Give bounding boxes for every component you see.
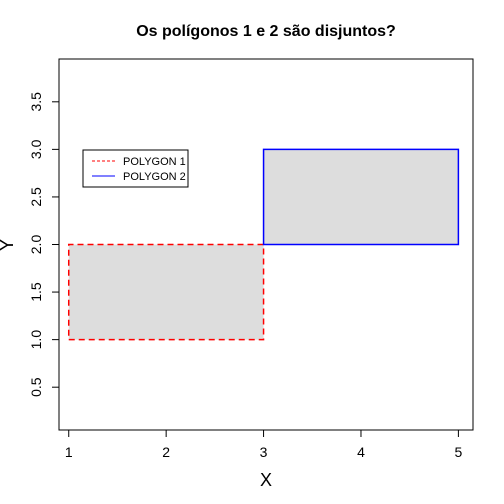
y-tick-label: 2.5 xyxy=(28,187,44,207)
x-tick-label: 4 xyxy=(357,444,365,460)
legend-label-1: POLYGON 1 xyxy=(123,156,186,168)
y-tick-label: 3.0 xyxy=(28,139,44,159)
x-tick-label: 2 xyxy=(162,444,170,460)
polygon-2 xyxy=(262,148,460,246)
polygon-1 xyxy=(67,243,265,341)
legend: POLYGON 1 POLYGON 2 xyxy=(82,149,189,188)
legend-label-2: POLYGON 2 xyxy=(123,171,186,183)
y-tick-label: 1.5 xyxy=(28,282,44,302)
polygons-layer xyxy=(67,148,460,341)
x-tick-label: 1 xyxy=(65,444,73,460)
y-axis-label: Y xyxy=(0,239,17,251)
y-axis: 0.5 1.0 1.5 2.0 2.5 3.0 3.5 xyxy=(28,92,60,397)
y-tick-label: 3.5 xyxy=(28,92,44,112)
chart-title: Os polígonos 1 e 2 são disjuntos? xyxy=(136,23,396,40)
x-axis-label: X xyxy=(260,470,272,490)
legend-box xyxy=(82,149,189,188)
y-tick-label: 0.5 xyxy=(28,377,44,397)
x-axis: 1 2 3 4 5 xyxy=(65,429,462,460)
x-tick-label: 5 xyxy=(454,444,462,460)
y-tick-label: 1.0 xyxy=(28,330,44,350)
x-tick-label: 3 xyxy=(260,444,268,460)
y-tick-label: 2.0 xyxy=(28,235,44,255)
